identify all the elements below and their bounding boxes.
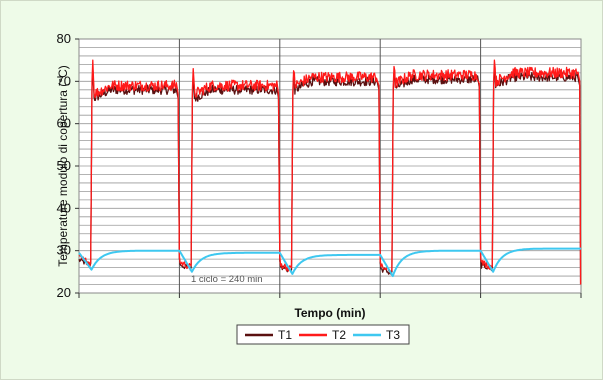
y-axis: 20 30 40 50 60 70 80 [57, 31, 79, 300]
legend-label-t3: T3 [386, 328, 400, 342]
series-line-t2 [78, 59, 582, 285]
cycle-annotation: 1 ciclo = 240 min [191, 274, 263, 285]
series-layer [78, 59, 582, 285]
y-tick-label: 50 [57, 158, 71, 173]
legend: T1 T2 T3 [236, 324, 410, 345]
y-tick-label: 40 [57, 200, 71, 215]
series-line-t3 [78, 247, 581, 278]
x-axis-title: Tempo (min) [294, 306, 365, 320]
legend-label-t1: T1 [278, 328, 292, 342]
y-tick-label: 30 [57, 243, 71, 258]
y-tick-label: 20 [57, 285, 71, 300]
y-tick-label: 70 [57, 73, 71, 88]
x-axis [78, 293, 582, 298]
legend-label-t2: T2 [332, 328, 346, 342]
y-tick-label: 80 [57, 31, 71, 46]
y-axis-title: Temperature modulo di copertura (°C) [56, 65, 70, 267]
y-tick-label: 60 [57, 116, 71, 131]
